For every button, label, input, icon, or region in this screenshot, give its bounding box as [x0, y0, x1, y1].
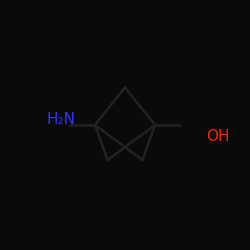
Text: OH: OH — [206, 129, 230, 144]
Text: H₂N: H₂N — [47, 112, 76, 128]
